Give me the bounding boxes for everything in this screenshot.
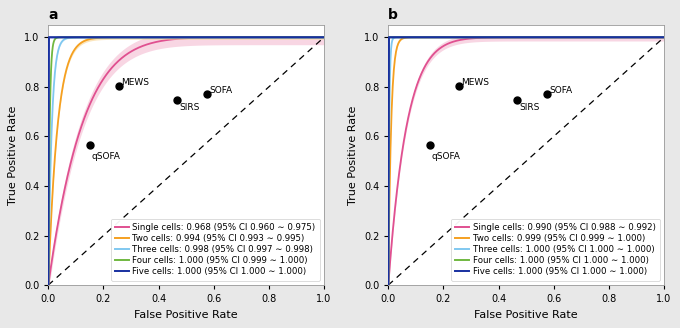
- Text: SOFA: SOFA: [209, 86, 233, 95]
- Text: a: a: [48, 8, 58, 22]
- Text: qSOFA: qSOFA: [431, 152, 460, 161]
- Point: [541, 91, 552, 96]
- X-axis label: False Positive Rate: False Positive Rate: [475, 310, 578, 320]
- Point: [511, 97, 522, 102]
- Point: [424, 142, 435, 148]
- Y-axis label: True Positive Rate: True Positive Rate: [348, 105, 358, 205]
- Text: MEWS: MEWS: [461, 78, 490, 87]
- Point: [171, 97, 182, 102]
- Text: SIRS: SIRS: [520, 103, 540, 112]
- X-axis label: False Positive Rate: False Positive Rate: [135, 310, 238, 320]
- Text: SIRS: SIRS: [180, 103, 200, 112]
- Legend: Single cells: 0.968 (95% CI 0.960 ∼ 0.975), Two cells: 0.994 (95% CI 0.993 ∼ 0.9: Single cells: 0.968 (95% CI 0.960 ∼ 0.97…: [111, 218, 320, 281]
- Point: [84, 142, 95, 148]
- Text: SOFA: SOFA: [549, 86, 573, 95]
- Text: MEWS: MEWS: [121, 78, 150, 87]
- Point: [201, 91, 212, 96]
- Text: b: b: [388, 8, 398, 22]
- Point: [113, 83, 124, 88]
- Text: qSOFA: qSOFA: [91, 152, 120, 161]
- Y-axis label: True Positive Rate: True Positive Rate: [8, 105, 18, 205]
- Legend: Single cells: 0.990 (95% CI 0.988 ∼ 0.992), Two cells: 0.999 (95% CI 0.999 ∼ 1.0: Single cells: 0.990 (95% CI 0.988 ∼ 0.99…: [451, 218, 660, 281]
- Point: [453, 83, 464, 88]
